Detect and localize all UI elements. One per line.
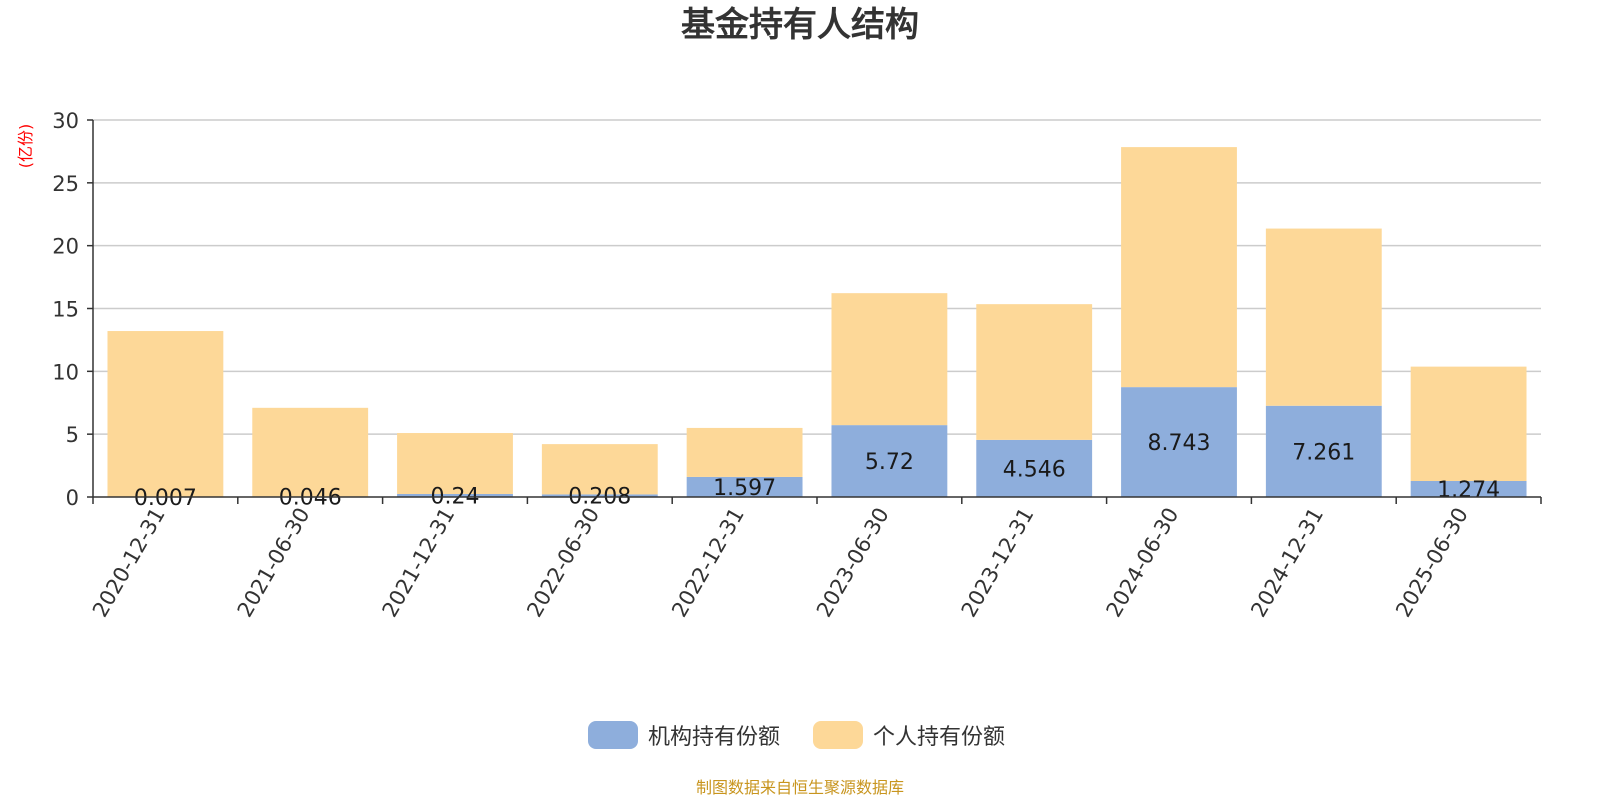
bar-institutional xyxy=(976,439,1093,497)
legend-label: 个人持有份额 xyxy=(873,725,1005,750)
x-tick-label: 2025-06-30 xyxy=(1391,504,1473,622)
bar-institutional xyxy=(1265,405,1382,497)
data-label: 1.274 xyxy=(1437,478,1500,503)
x-tick-label: 2021-12-31 xyxy=(378,504,460,622)
bar-institutional xyxy=(541,494,658,497)
x-tick-label: 2024-12-31 xyxy=(1246,504,1328,622)
x-tick-label: 2022-12-31 xyxy=(667,504,749,622)
y-tick-label: 30 xyxy=(52,109,79,133)
bar-institutional xyxy=(686,476,803,497)
bar-individual xyxy=(1410,366,1527,481)
data-label: 5.72 xyxy=(865,450,914,475)
data-label: 0.007 xyxy=(134,486,197,511)
data-label: 7.261 xyxy=(1292,440,1355,465)
legend-swatch xyxy=(588,721,638,749)
data-label: 8.743 xyxy=(1148,431,1211,456)
bar-individual xyxy=(686,427,803,477)
bar-individual xyxy=(1121,147,1237,388)
bar-institutional xyxy=(831,425,948,497)
y-axis-ticks: 0 5 10 15 20 25 30 xyxy=(52,109,93,510)
bar-individual xyxy=(252,407,369,497)
y-axis-unit-label: (亿份) xyxy=(16,124,35,169)
data-label: 4.546 xyxy=(1003,457,1066,482)
y-tick-label: 20 xyxy=(52,235,79,259)
bars xyxy=(107,147,1527,497)
bar-individual xyxy=(976,304,1093,440)
source-note: 制图数据来自恒生聚源数据库 xyxy=(696,778,904,797)
y-tick-label: 0 xyxy=(66,486,79,510)
bar-institutional xyxy=(397,493,513,497)
y-tick-label: 5 xyxy=(66,423,79,447)
x-tick-label: 2023-06-30 xyxy=(812,504,894,622)
x-tick-label: 2023-12-31 xyxy=(957,504,1039,622)
x-tick-label: 2021-06-30 xyxy=(233,504,315,622)
bar-individual xyxy=(831,293,948,426)
bar-individual xyxy=(397,433,513,494)
bar-individual xyxy=(1265,228,1382,406)
x-tick-label: 2024-06-30 xyxy=(1102,504,1184,622)
legend[interactable]: 机构持有份额 个人持有份额 xyxy=(588,721,1005,750)
x-tick-label: 2022-06-30 xyxy=(522,504,604,622)
x-axis-ticks: 2020-12-31 2021-06-30 2021-12-31 2022-06-30… xyxy=(88,497,1542,622)
bar-individual xyxy=(541,444,658,495)
y-tick-label: 10 xyxy=(52,360,79,384)
bar-institutional xyxy=(1121,387,1237,497)
data-label: 0.046 xyxy=(279,486,342,511)
chart-title: 基金持有人结构 xyxy=(681,5,919,45)
legend-label: 机构持有份额 xyxy=(648,725,780,750)
bar-individual xyxy=(107,331,224,497)
legend-item-individual[interactable]: 个人持有份额 xyxy=(813,721,1005,750)
y-tick-label: 25 xyxy=(52,172,79,196)
legend-item-institutional[interactable]: 机构持有份额 xyxy=(588,721,780,750)
y-tick-label: 15 xyxy=(52,298,79,322)
bar-institutional xyxy=(1410,480,1527,497)
legend-swatch xyxy=(813,721,863,749)
x-tick-label: 2020-12-31 xyxy=(88,504,170,622)
